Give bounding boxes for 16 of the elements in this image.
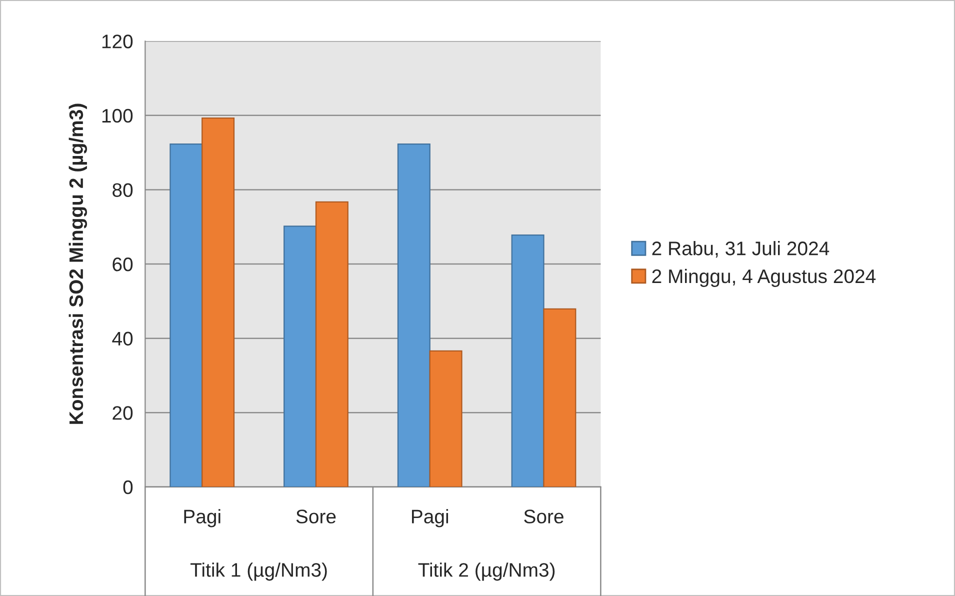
y-tick-label: 0	[123, 480, 133, 494]
legend-label: 2 Minggu, 4 Agustus 2024	[652, 268, 876, 288]
x-tick-label: Pagi	[412, 509, 448, 528]
y-tick-label: 100	[102, 108, 133, 123]
legend-label: 2 Rabu, 31 Juli 2024	[652, 241, 830, 258]
y-tick-label: 80	[112, 183, 133, 197]
y-axis-title: Konsentrasi SO2 Minggu 2 (µg/m3)	[68, 104, 88, 424]
x-tick-label: Sore	[524, 510, 564, 524]
x-tick-label: Sore	[296, 510, 336, 524]
y-tick-label: 60	[112, 257, 133, 272]
y-tick-label: 120	[102, 34, 133, 48]
x-tick-label: Pagi	[184, 509, 220, 528]
text: Titik 1 (µg/Nm3)	[190, 562, 327, 581]
y-tick-label: 40	[112, 332, 133, 346]
y-tick-label: 20	[112, 406, 133, 420]
text: Titik 2 (µg/Nm3)	[418, 562, 555, 581]
